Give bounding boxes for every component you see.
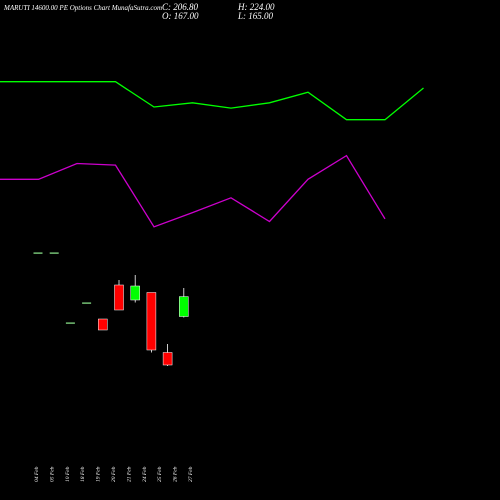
x-tick-label: 10 Feb xyxy=(65,466,71,482)
x-tick-label: 04 Feb xyxy=(33,466,40,482)
x-tick-label: 24 Feb xyxy=(141,466,148,482)
candle-body xyxy=(82,302,92,304)
candle xyxy=(146,292,157,353)
x-tick-label: 19 Feb xyxy=(96,466,102,482)
chart-title-text: MARUTI 14600.00 PE Options Chart Munafa xyxy=(4,4,134,12)
candle-body xyxy=(114,284,124,311)
candle xyxy=(114,280,124,311)
chart-title: MARUTI 14600.00 PE Options Chart MunafaS… xyxy=(4,4,162,12)
candle xyxy=(98,318,108,331)
candle-body xyxy=(130,285,140,301)
x-tick-label: 21 Feb xyxy=(126,466,132,482)
candle-body xyxy=(179,296,189,317)
candle xyxy=(162,344,173,366)
candle xyxy=(130,275,140,303)
candle xyxy=(65,322,75,324)
x-tick-labels: 04 Feb 05 Feb 10 Feb 18 Feb 19 Feb 20 Feb 21 F… xyxy=(33,466,194,482)
close-value: C: 206.80 xyxy=(162,2,198,12)
x-tick-label: 18 Feb xyxy=(80,466,86,482)
candle xyxy=(82,302,92,304)
candle-body xyxy=(65,322,75,324)
x-tick-label: 20 Feb xyxy=(111,466,117,482)
x-tick-label: 27 Feb xyxy=(188,466,194,482)
x-tick-label: 05 Feb xyxy=(49,466,55,482)
watermark-text: Sutra.com xyxy=(133,4,163,12)
indicator-lines xyxy=(0,81,424,228)
candle-body xyxy=(49,252,59,254)
upper-band-line xyxy=(0,81,424,121)
high-value: H: 224.00 xyxy=(238,2,275,12)
candle xyxy=(179,288,189,318)
low-value: L: 165.00 xyxy=(238,11,274,21)
candle xyxy=(49,252,59,254)
candle-body xyxy=(162,352,173,366)
candle-body xyxy=(98,318,108,331)
open-value: O: 167.00 xyxy=(162,11,199,21)
candlesticks xyxy=(33,252,189,366)
x-tick-label: 25 Feb xyxy=(157,466,163,482)
candle xyxy=(33,252,43,254)
lower-band-line xyxy=(0,154,386,228)
candle-body xyxy=(146,292,157,351)
candle-body xyxy=(33,252,43,254)
x-tick-label: 26 Feb xyxy=(173,466,179,482)
